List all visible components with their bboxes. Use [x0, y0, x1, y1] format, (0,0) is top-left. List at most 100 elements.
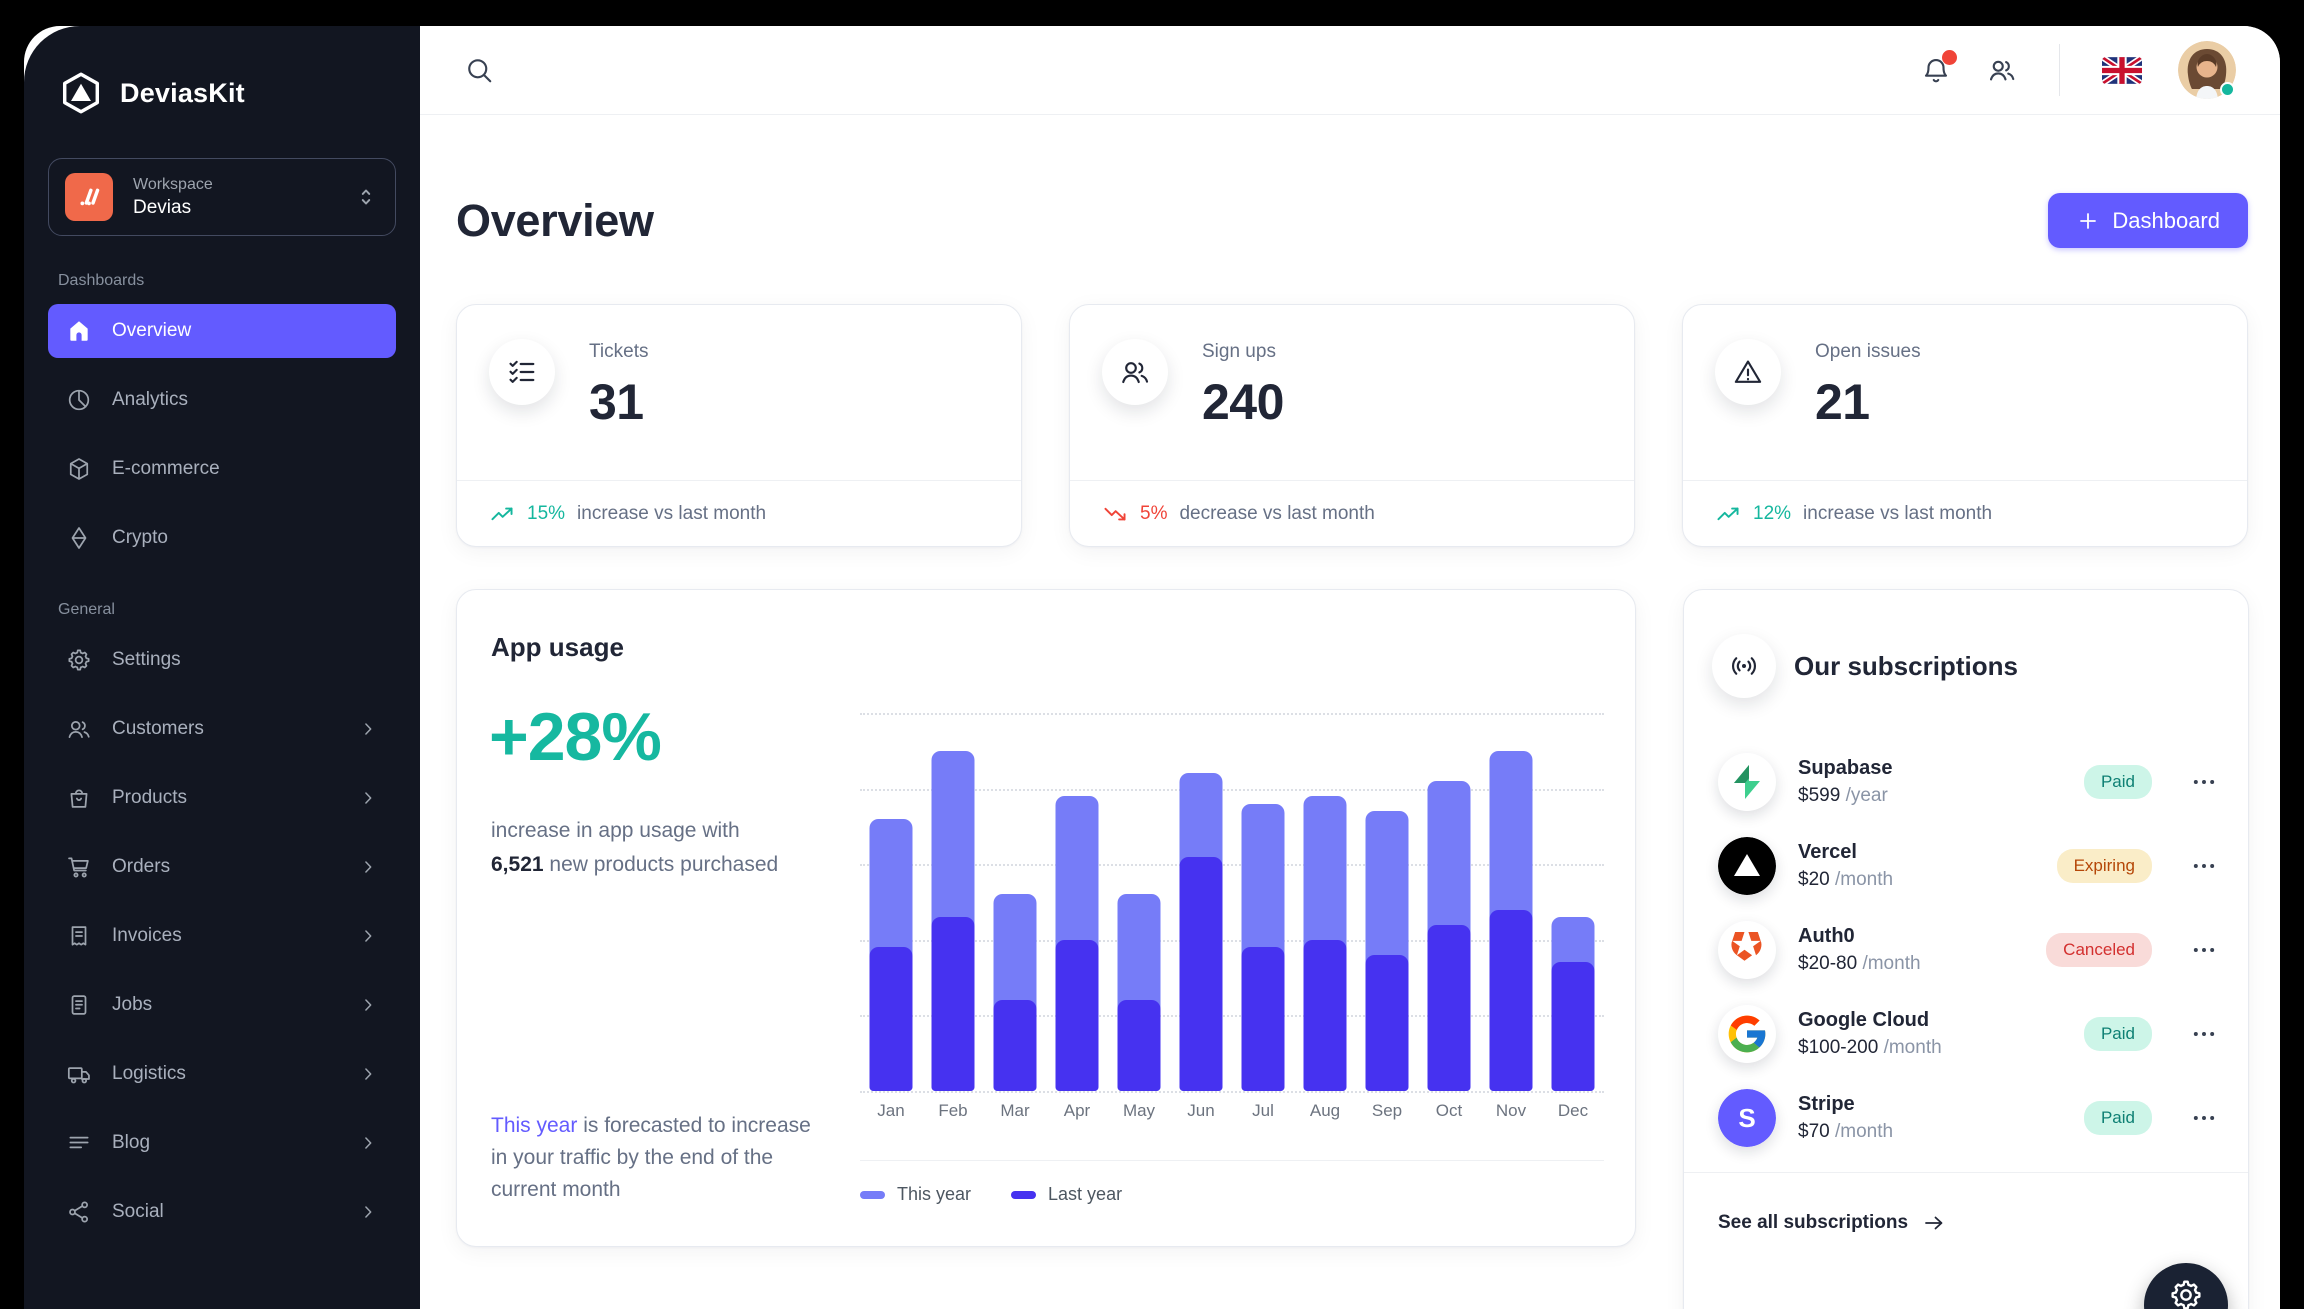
subscription-price: $100-200 [1798, 1037, 1879, 1058]
legend-item: Last year [1011, 1184, 1122, 1205]
bar-group-nov[interactable] [1480, 713, 1542, 1091]
bar-group-apr[interactable] [1046, 713, 1108, 1091]
chart-divider [860, 1160, 1604, 1161]
stat-label: Open issues [1815, 341, 1921, 362]
bar-group-feb[interactable] [922, 713, 984, 1091]
status-badge: Paid [2083, 1017, 2152, 1051]
warning-icon [1715, 339, 1781, 405]
gear-icon [2171, 1280, 2201, 1309]
subscriptions-list: Supabase $599 /year Paid Vercel $20 /month Ex… [1718, 740, 2218, 1160]
trend-value: 5% [1140, 502, 1168, 524]
stat-card-sign-ups: Sign ups 240 5% decrease vs last month [1069, 304, 1635, 547]
x-tick-label: Nov [1495, 1101, 1527, 1120]
cart-icon [66, 854, 92, 880]
sidebar-item-label: Social [112, 1201, 164, 1222]
bar-group-jan[interactable] [860, 713, 922, 1091]
sidebar-item-label: Jobs [112, 994, 153, 1015]
topbar [420, 26, 2280, 115]
more-options-icon[interactable] [2190, 936, 2218, 964]
x-tick-label: Mar [1000, 1101, 1030, 1120]
subscription-period: /month [1862, 953, 1921, 974]
bar-group-jul[interactable] [1232, 713, 1294, 1091]
stat-trend: 15% increase vs last month [457, 480, 1021, 546]
chevron-right-icon [358, 1133, 378, 1153]
sidebar-item-label: Analytics [112, 389, 189, 410]
receipt-icon [66, 923, 92, 949]
stripe-logo-icon: S [1718, 1089, 1776, 1147]
add-dashboard-button[interactable]: Dashboard [2048, 193, 2248, 248]
bar-last-year [993, 1000, 1037, 1091]
search-icon[interactable] [464, 55, 494, 85]
contacts-icon[interactable] [1987, 55, 2017, 85]
sidebar-item-label: Logistics [112, 1063, 186, 1084]
topbar-divider [2059, 44, 2060, 96]
more-options-icon[interactable] [2190, 768, 2218, 796]
brand-name: DeviasKit [120, 77, 245, 108]
more-options-icon[interactable] [2190, 1104, 2218, 1132]
usage-footnote: This year is forecasted to increase in y… [491, 1114, 811, 1201]
status-badge: Paid [2083, 1101, 2152, 1135]
bell-icon[interactable] [1921, 50, 1957, 85]
gridline [860, 864, 1604, 867]
sidebar-item-blog[interactable]: Blog [48, 1116, 396, 1170]
language-flag-uk[interactable] [2102, 56, 2142, 84]
bar-group-may[interactable] [1108, 713, 1170, 1091]
x-tick-label: Feb [938, 1101, 968, 1120]
bar-last-year [1241, 947, 1285, 1091]
bar-group-oct[interactable] [1418, 713, 1480, 1091]
more-options-icon[interactable] [2190, 1020, 2218, 1048]
see-all-subscriptions-link[interactable]: See all subscriptions [1718, 1190, 1946, 1256]
bar-group-dec[interactable] [1542, 713, 1604, 1091]
trend-down-icon [1102, 501, 1128, 527]
subscription-period: /month [1834, 1121, 1894, 1142]
bar-group-mar[interactable] [984, 713, 1046, 1091]
gridline [860, 788, 1604, 791]
sidebar-item-e-commerce[interactable]: E-commerce [48, 442, 396, 496]
subscription-price: $20 [1798, 869, 1830, 890]
subscription-name: Stripe [1798, 1093, 1855, 1115]
subscriptions-divider [1684, 1172, 2248, 1173]
add-dashboard-label: Dashboard [2112, 207, 2220, 233]
workspace-selector[interactable]: Workspace Devias [48, 158, 396, 236]
more-options-icon[interactable] [2190, 852, 2218, 880]
lines-icon [66, 1130, 92, 1156]
sidebar-item-customers[interactable]: Customers [48, 702, 396, 756]
bar-group-aug[interactable] [1294, 713, 1356, 1091]
sidebar-item-overview[interactable]: Overview [48, 304, 396, 358]
subscription-price: $20-80 [1798, 953, 1858, 974]
trend-value: 15% [527, 502, 566, 524]
supabase-logo-icon [1718, 753, 1776, 811]
gridline [860, 713, 1604, 715]
subscription-row-auth0: Auth0 $20-80 /month Canceled [1718, 908, 2218, 992]
usage-description: increase in app usage with 6,521 new prod… [491, 819, 779, 876]
unfold-icon [353, 184, 379, 210]
sidebar-item-orders[interactable]: Orders [48, 840, 396, 894]
note-icon [66, 992, 92, 1018]
sidebar-item-settings[interactable]: Settings [48, 633, 396, 687]
avatar[interactable] [2178, 41, 2236, 99]
workspace-label: Workspace [133, 175, 213, 193]
sidebar-item-invoices[interactable]: Invoices [48, 909, 396, 963]
subscription-name: Vercel [1798, 841, 1857, 863]
subscription-price: $70 [1798, 1121, 1830, 1142]
vercel-logo-icon [1718, 837, 1776, 895]
chevron-right-icon [358, 926, 378, 946]
bar-group-sep[interactable] [1356, 713, 1418, 1091]
radio-icon [1712, 634, 1776, 698]
subscription-period: /month [1834, 869, 1894, 890]
trend-text: decrease vs last month [1179, 502, 1375, 524]
sidebar: DeviasKit Workspace Devias Dashboards Ove… [24, 26, 420, 1309]
sidebar-item-logistics[interactable]: Logistics [48, 1047, 396, 1101]
desktop: { "sidebar": { "brand": "DeviasKit", "wo… [24, 26, 2280, 1309]
sidebar-item-analytics[interactable]: Analytics [48, 373, 396, 427]
sidebar-item-crypto[interactable]: Crypto [48, 511, 396, 565]
sidebar-item-social[interactable]: Social [48, 1185, 396, 1239]
trend-up-icon [1715, 501, 1741, 527]
bar-last-year [1055, 939, 1099, 1091]
sidebar-item-products[interactable]: Products [48, 771, 396, 825]
page-title: Overview [456, 194, 654, 246]
bar-group-jun[interactable] [1170, 713, 1232, 1091]
subscription-row-google-cloud: Google Cloud $100-200 /month Paid [1718, 992, 2218, 1076]
sidebar-item-jobs[interactable]: Jobs [48, 978, 396, 1032]
chevron-right-icon [358, 719, 378, 739]
